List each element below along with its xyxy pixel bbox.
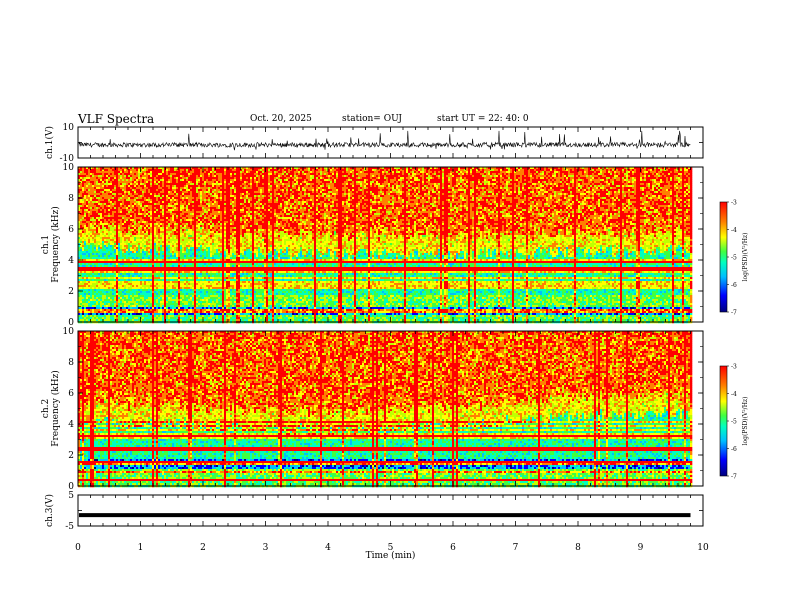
ch2-spectrogram-colorbar-label: log(PSD)(V²/Hz) <box>742 397 749 446</box>
ch1-spectrogram-ytick-label: 6 <box>68 225 74 235</box>
ch2-colorbar: -3 -4 -5 -6 -7 log(PSD)(V²/Hz) <box>719 364 749 481</box>
ch1-spectrogram-colorbar-tick-label: -7 <box>731 310 737 317</box>
ch3-ytick-label: -5 <box>65 522 74 532</box>
time-tick-label: 7 <box>513 543 519 553</box>
time-tick-label: 9 <box>638 543 644 553</box>
ch2-spectrogram-ylabel-frequency: Frequency (kHz) <box>50 370 61 447</box>
time-axis-label: Time (min) <box>366 550 416 561</box>
ch1-colorbar: -3 -4 -5 -6 -7 log(PSD)(V²/Hz) <box>719 200 749 317</box>
ch1-ylabel: ch.1(V) <box>44 126 55 159</box>
ch2-spectrogram-ytick-label: 8 <box>68 358 74 368</box>
ch1-spectrogram-colorbar-tick-label: -5 <box>731 255 737 262</box>
time-tick-label: 3 <box>263 543 269 553</box>
date-label: Oct. 20, 2025 <box>250 114 312 124</box>
ch1-spectrogram-colorbar-tick-label: -6 <box>731 282 737 289</box>
ch3-waveform-panel: 5 -5 ch.3(V) <box>44 491 704 532</box>
ch1-spectrogram-ytick-label: 2 <box>68 287 74 297</box>
ch2-spectrogram-cells <box>78 331 693 488</box>
time-tick-label: 8 <box>575 543 581 553</box>
ch1-waveform-panel: 10 -10 ch.1(V) <box>44 123 704 164</box>
ch2-spectrogram-colorbar-bar <box>719 365 728 477</box>
station-label: station= OUJ <box>342 114 402 124</box>
ch1-spectrogram-colorbar-tick-label: -4 <box>731 227 737 234</box>
ch1-spectrogram-cells <box>78 167 693 324</box>
ch2-spectrogram-ytick-label: 0 <box>68 482 74 492</box>
ch1-spectrogram-colorbar-label: log(PSD)(V²/Hz) <box>742 233 749 282</box>
time-tick-label: 0 <box>75 543 81 553</box>
time-tick-label: 6 <box>450 543 456 553</box>
ch2-spectrogram-ytick-label: 10 <box>63 327 75 337</box>
ch2-spectrogram-ylabel-channel: ch.2 <box>41 399 51 418</box>
time-axis: 0 1 2 3 4 5 6 7 8 9 10 Time (min) <box>75 543 709 561</box>
ch2-spectrogram-ytick-label: 6 <box>68 389 74 399</box>
time-tick-label: 10 <box>697 543 709 553</box>
ch1-spectrogram-colorbar-bar <box>719 201 728 313</box>
ch3-ytick-label: 5 <box>68 491 74 501</box>
ch2-spectrogram-ytick-label: 4 <box>68 420 74 430</box>
ch1-ytick-label: 10 <box>63 123 75 133</box>
ch2-spectrogram-colorbar-tick-label: -4 <box>731 391 737 398</box>
ch1-spectrogram-ylabel-channel: ch.1 <box>41 235 51 254</box>
time-tick-label: 5 <box>388 543 394 553</box>
ch1-spectrogram-ytick-label: 10 <box>63 163 75 173</box>
ch2-spectrogram-colorbar-tick-label: -7 <box>731 474 737 481</box>
ch2-spectrogram-ytick-label: 2 <box>68 451 74 461</box>
ch1-spectrogram-ytick-label: 0 <box>68 318 74 328</box>
ch1-waveform-trace <box>78 130 691 151</box>
time-tick-label: 2 <box>200 543 206 553</box>
time-tick-label: 1 <box>138 543 144 553</box>
ch2-spectrogram-colorbar-tick-label: -3 <box>731 364 737 371</box>
ch1-spectrogram-ylabel-frequency: Frequency (kHz) <box>50 206 61 283</box>
ch3-ylabel: ch.3(V) <box>44 494 55 527</box>
ch2-spectrogram-colorbar-tick-label: -6 <box>731 446 737 453</box>
ch1-spectrogram-ytick-label: 4 <box>68 256 74 266</box>
ch2-spectrogram-panel: 0 2 4 6 8 10 ch.2 Frequency (kHz) <box>41 327 704 492</box>
ch1-spectrogram-colorbar-tick-label: -3 <box>731 200 737 207</box>
ch2-spectrogram-colorbar-tick-label: -5 <box>731 419 737 426</box>
time-tick-label: 4 <box>325 543 331 553</box>
chart-title: VLF Spectra <box>78 112 154 126</box>
ch1-ytick-label: -10 <box>60 154 75 164</box>
ch1-spectrogram-ytick-label: 8 <box>68 194 74 204</box>
ch1-spectrogram-panel: 0 2 4 6 8 10 ch.1 Frequency (kHz) <box>41 163 704 328</box>
start-time-label: start UT = 22: 40: 0 <box>437 114 529 124</box>
